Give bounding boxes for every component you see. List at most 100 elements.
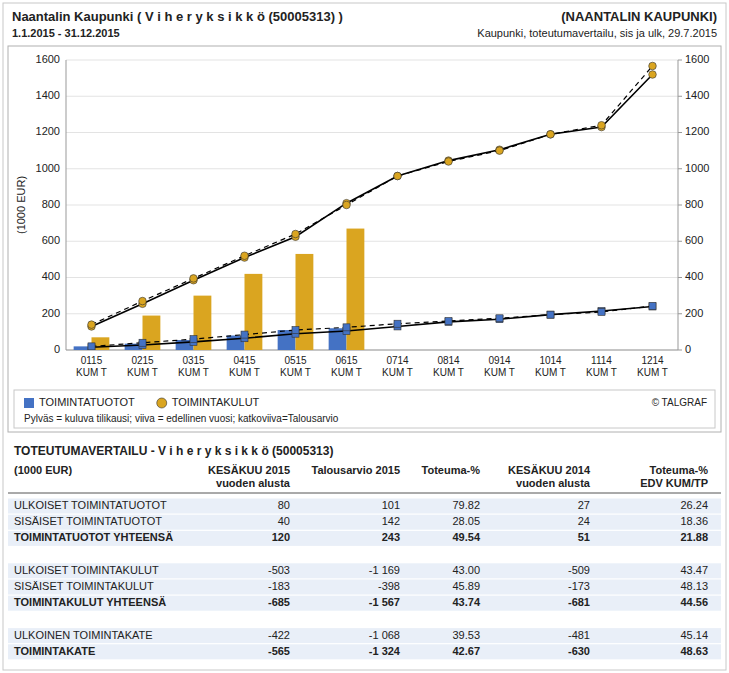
- table-header: KESÄKUU 2014: [508, 464, 591, 476]
- x-tick-label-line: 0415: [233, 355, 256, 366]
- y2-axis: [678, 60, 679, 350]
- x-tick-label-line: 1014: [539, 355, 562, 366]
- table-cell: 51: [578, 531, 590, 543]
- table-cell: 18.36: [680, 515, 708, 527]
- table-cell: 142: [382, 515, 400, 527]
- y2-tick-label: 200: [685, 307, 703, 319]
- table-cell: SISÄISET TOIMINTAKULUT: [14, 580, 154, 592]
- bar: [449, 350, 467, 351]
- legend: TOIMINTATUOTOT TOIMINTAKULUT Pylväs = kulu…: [14, 390, 715, 428]
- table-cell: -1 169: [369, 564, 400, 576]
- x-tick-label-line: KUM T: [331, 367, 362, 378]
- y-tick-label: 1600: [36, 53, 60, 65]
- table-row-shade: [8, 563, 721, 578]
- table-row-shade: [8, 628, 721, 643]
- x-tick-label: 0115KUM T: [76, 355, 107, 378]
- y2-tick: [678, 96, 682, 97]
- table-cell: 49.54: [452, 531, 480, 543]
- legend-box: [14, 390, 715, 428]
- title-right: (NAANTALIN KAUPUNKI): [561, 9, 717, 24]
- marker: [394, 320, 401, 327]
- y2-tick: [678, 350, 682, 351]
- table-cell: -503: [268, 564, 290, 576]
- legend-label: TOIMINTATUOTOT: [39, 396, 135, 408]
- grid-line: [66, 60, 678, 61]
- marker: [649, 71, 657, 79]
- bar: [551, 350, 569, 351]
- table-cell: -398: [378, 580, 400, 592]
- table-cell: 243: [382, 531, 400, 543]
- x-tick-label-line: KUM T: [76, 367, 107, 378]
- marker: [241, 331, 248, 338]
- table-cell: 45.89: [452, 580, 480, 592]
- x-tick-label: 0914KUM T: [484, 355, 515, 378]
- y2-tick-label: 1200: [685, 125, 709, 137]
- y2-tick-label: 600: [685, 234, 703, 246]
- x-tick-label-line: KUM T: [280, 367, 311, 378]
- table-cell: 43.47: [680, 564, 708, 576]
- x-tick-label: 0515KUM T: [280, 355, 311, 378]
- table-row-shade: [8, 515, 721, 530]
- x-tick-label-line: KUM T: [637, 367, 668, 378]
- legend-note: Pylväs = kuluva tilikausi; viiva = edell…: [24, 413, 339, 424]
- y-tick-label: 1000: [36, 162, 60, 174]
- y-tick-label: 0: [54, 343, 60, 355]
- marker: [547, 311, 554, 318]
- table-header: Toteuma-%: [650, 464, 709, 476]
- table-cell: 40: [278, 515, 290, 527]
- x-tick-label-line: KUM T: [535, 367, 566, 378]
- subtitle: 1.1.2015 - 31.12.2015: [12, 27, 120, 39]
- table-cell: -1 324: [369, 645, 401, 657]
- grid-line: [66, 96, 678, 97]
- table-cell: -1 567: [369, 596, 400, 608]
- table-header: EDV KUM/TP: [640, 477, 708, 489]
- marker: [598, 308, 605, 315]
- x-tick-label: 0615KUM T: [331, 355, 362, 378]
- bar: [482, 350, 500, 351]
- table-cell: 48.63: [680, 645, 708, 657]
- y2-tick-label: 800: [685, 198, 703, 210]
- marker: [598, 121, 606, 129]
- table-cell: 28.05: [452, 515, 480, 527]
- marker: [649, 303, 656, 310]
- marker: [598, 308, 605, 315]
- table-row-shade: [8, 531, 721, 546]
- marker: [139, 339, 146, 346]
- marker: [445, 318, 452, 325]
- marker: [394, 172, 402, 180]
- subtitle-right: Kaupunki, toteutumavertailu, sis ja ulk,…: [477, 27, 717, 39]
- bar: [380, 350, 398, 351]
- y-tick-label: 800: [42, 198, 60, 210]
- x-tick-label-line: KUM T: [178, 367, 209, 378]
- x-tick-label-line: 0914: [488, 355, 511, 366]
- x-tick-label: 0814KUM T: [433, 355, 464, 378]
- table-cell: TOIMINTATUOTOT YHTEENSÄ: [14, 531, 173, 543]
- table-cell: TOIMINTAKULUT YHTEENSÄ: [14, 596, 166, 608]
- bar: [602, 350, 620, 351]
- x-tick-label: 0315KUM T: [178, 355, 209, 378]
- x-tick-label-line: 0215: [131, 355, 154, 366]
- marker: [292, 230, 300, 238]
- grid: [66, 60, 678, 350]
- x-tick-label-line: KUM T: [433, 367, 464, 378]
- grid-line: [66, 277, 678, 278]
- table-cell: 39.53: [452, 629, 480, 641]
- table-cell: -685: [268, 596, 290, 608]
- x-tick-label-line: 0714: [386, 355, 409, 366]
- marker: [88, 344, 95, 350]
- table-cell: -481: [568, 629, 590, 641]
- table-cell: 45.14: [680, 629, 708, 641]
- legend-label: TOIMINTAKULUT: [172, 396, 260, 408]
- table-header: vuoden alusta: [516, 477, 591, 489]
- table-row-shade: [8, 499, 721, 514]
- x-tick-label-line: KUM T: [484, 367, 515, 378]
- table-row-shade: [8, 644, 721, 659]
- x-tick-label-line: 1114: [591, 355, 612, 366]
- y-tick-label: 1400: [36, 89, 60, 101]
- y2-tick: [678, 132, 682, 133]
- marker: [445, 318, 452, 325]
- y2-tick-label: 0: [685, 343, 691, 355]
- table-header: Talousarvio 2015: [312, 464, 400, 476]
- marker: [496, 147, 504, 155]
- bar: [500, 350, 518, 351]
